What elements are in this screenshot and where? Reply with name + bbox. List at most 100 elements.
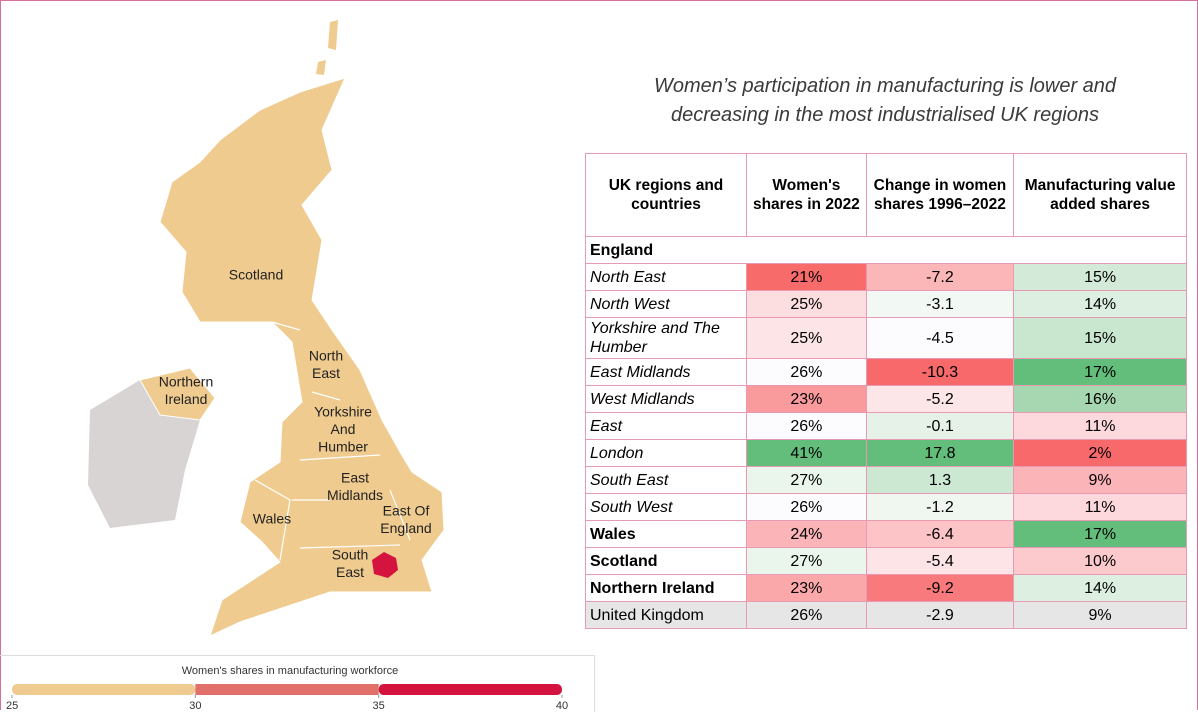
map-label: East <box>312 365 340 381</box>
row-label: Wales <box>585 520 747 548</box>
table-cell: 26% <box>746 493 867 521</box>
table-cell: -5.4 <box>865 547 1015 575</box>
row-label: Yorkshire and The Humber <box>585 317 747 359</box>
map-label: Midlands <box>327 487 383 503</box>
map-label: Scotland <box>229 267 283 283</box>
table-cell: 2% <box>1013 439 1187 467</box>
title: Women’s participation in manufacturing i… <box>585 72 1185 130</box>
legend-title: Women's shares in manufacturing workforc… <box>182 665 399 677</box>
map-label: Humber <box>318 439 368 455</box>
table-row: United Kingdom 26% -2.9 9% <box>585 601 1187 629</box>
legend-tick-label: 30 <box>189 700 201 712</box>
row-label: North West <box>585 290 747 318</box>
table-cell: 15% <box>1013 317 1187 359</box>
map-label: East Of <box>383 503 430 519</box>
table: UK regions and countries Women's shares i… <box>585 153 1187 629</box>
map: ScotlandNorthernIrelandNorthEastYorkshir… <box>88 20 445 637</box>
row-label: West Midlands <box>585 385 747 413</box>
table-cell: -7.2 <box>865 263 1015 291</box>
table-cell: 25% <box>746 317 867 359</box>
table-cell: 41% <box>746 439 867 467</box>
table-cell: 1.3 <box>865 466 1015 494</box>
region-borders <box>254 321 411 561</box>
map-label: East <box>336 564 364 580</box>
table-cell: 15% <box>1013 263 1187 291</box>
legend: Women's shares in manufacturing workforc… <box>0 655 595 712</box>
table-cell: 9% <box>1013 601 1187 629</box>
table-row: South East 27% 1.3 9% <box>585 466 1187 494</box>
table-row: North East 21% -7.2 15% <box>585 263 1187 291</box>
table-cell: -4.5 <box>865 317 1015 359</box>
table-row: East 26% -0.1 11% <box>585 412 1187 440</box>
table-row: Wales 24% -6.4 17% <box>585 520 1187 548</box>
map-label: Wales <box>253 511 291 527</box>
row-label: East <box>585 412 747 440</box>
table-cell: 26% <box>746 601 867 629</box>
table-row: South West 26% -1.2 11% <box>585 493 1187 521</box>
header-cell: Manufacturing value added shares <box>1013 153 1187 237</box>
london <box>372 552 398 578</box>
legend-tick-label: 35 <box>373 700 385 712</box>
table-cell: 17.8 <box>865 439 1015 467</box>
table-cell: 24% <box>746 520 867 548</box>
table-cell: -2.9 <box>865 601 1015 629</box>
legend-tick-label: 25 <box>6 700 18 712</box>
table-cell: 23% <box>746 574 867 602</box>
legend-chart: Women's shares in manufacturing workforc… <box>6 665 568 712</box>
title-line: Women’s participation in manufacturing i… <box>653 75 1117 97</box>
table-cell: 14% <box>1013 290 1187 318</box>
table-row: London 41% 17.8 2% <box>585 439 1187 467</box>
table-row: West Midlands 23% -5.2 16% <box>585 385 1187 413</box>
table-row: Yorkshire and The Humber 25% -4.5 15% <box>585 317 1187 359</box>
header-row: UK regions and countries Women's shares i… <box>585 153 1187 237</box>
table-cell: 14% <box>1013 574 1187 602</box>
table-cell: 9% <box>1013 466 1187 494</box>
table-cell: -5.2 <box>865 385 1015 413</box>
legend-segment <box>195 684 379 695</box>
table-row: Northern Ireland 23% -9.2 14% <box>585 574 1187 602</box>
map-label: Ireland <box>165 391 208 407</box>
table-cell: -3.1 <box>865 290 1015 318</box>
great-britain <box>159 77 445 637</box>
table-cell: 11% <box>1013 412 1187 440</box>
row-label: South West <box>585 493 747 521</box>
map-label: North <box>309 348 343 364</box>
table-row: England <box>585 236 1187 264</box>
table-cell: -9.2 <box>865 574 1015 602</box>
row-label: East Midlands <box>585 358 747 386</box>
row-label: England <box>585 236 1187 264</box>
legend-segment <box>12 684 196 695</box>
map-label: Yorkshire <box>314 404 372 420</box>
table-cell: 16% <box>1013 385 1187 413</box>
header-cell: UK regions and countries <box>585 153 747 237</box>
header-cell: Change in women shares 1996–2022 <box>865 153 1015 237</box>
legend-segment <box>378 684 562 695</box>
table-cell: 21% <box>746 263 867 291</box>
map-label: East <box>341 470 369 486</box>
table-cell: 25% <box>746 290 867 318</box>
row-label: Scotland <box>585 547 747 575</box>
table-cell: 23% <box>746 385 867 413</box>
map-label: Northern <box>159 374 213 390</box>
table-row: Scotland 27% -5.4 10% <box>585 547 1187 575</box>
table-cell: 11% <box>1013 493 1187 521</box>
table-cell: 10% <box>1013 547 1187 575</box>
table-cell: -0.1 <box>865 412 1015 440</box>
row-label: Northern Ireland <box>585 574 747 602</box>
row-label: South East <box>585 466 747 494</box>
map-label: South <box>332 547 369 563</box>
row-label: London <box>585 439 747 467</box>
table-cell: 27% <box>746 466 867 494</box>
header-cell: Women's shares in 2022 <box>746 153 867 237</box>
map-label: England <box>380 520 431 536</box>
row-label: North East <box>585 263 747 291</box>
table-cell: 27% <box>746 547 867 575</box>
northern-ireland <box>139 367 216 421</box>
map-label: And <box>331 421 356 437</box>
shetland <box>316 20 338 75</box>
table-cell: 17% <box>1013 520 1187 548</box>
table-cell: -6.4 <box>865 520 1015 548</box>
legend-tick-label: 40 <box>556 700 568 712</box>
table-cell: 17% <box>1013 358 1187 386</box>
